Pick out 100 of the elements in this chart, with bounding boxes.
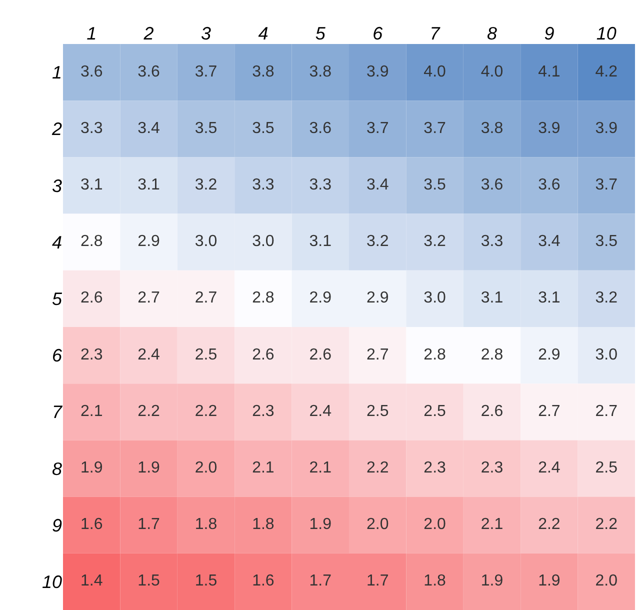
data-label: 2.0 (366, 516, 389, 534)
data-label: 2.3 (80, 346, 103, 364)
data-label: 3.7 (424, 120, 446, 137)
data-label: 2.4 (538, 460, 560, 476)
x-tick-label: 6 (372, 23, 384, 44)
data-label: 2.7 (366, 346, 389, 364)
data-label: 4.1 (538, 63, 560, 80)
data-label: 2.5 (366, 402, 389, 420)
data-label: 3.2 (595, 290, 618, 307)
data-label: 2.5 (194, 346, 218, 364)
x-tick-label: 4 (258, 23, 268, 44)
data-label: 3.7 (366, 120, 389, 137)
data-label: 3.2 (424, 233, 446, 250)
data-label: 3.6 (309, 120, 332, 137)
x-tick-label: 10 (596, 23, 616, 44)
data-label: 1.7 (138, 516, 160, 534)
data-label: 2.2 (595, 516, 618, 534)
data-label: 2.6 (480, 402, 504, 420)
data-label: 3.6 (80, 63, 103, 80)
y-tick-label: 2 (50, 119, 62, 140)
data-label: 3.3 (80, 120, 103, 137)
data-label: 3.7 (194, 63, 218, 80)
data-label: 2.7 (538, 402, 560, 420)
data-label: 3.6 (480, 176, 504, 194)
data-label: 2.9 (309, 290, 332, 307)
data-label: 2.0 (194, 460, 218, 476)
data-label: 3.8 (252, 63, 274, 80)
x-tick-label: 5 (315, 23, 326, 44)
data-label: 2.1 (480, 516, 504, 534)
data-label: 3.1 (80, 176, 103, 194)
y-tick-label: 3 (52, 176, 62, 196)
data-label: 3.5 (595, 233, 618, 250)
data-label: 1.9 (80, 460, 103, 476)
data-label: 3.7 (595, 176, 618, 194)
data-label: 1.7 (309, 572, 332, 590)
data-label: 4.0 (424, 63, 446, 80)
data-label: 1.9 (138, 460, 160, 476)
data-label: 3.3 (309, 176, 332, 194)
data-label: 3.5 (194, 120, 218, 137)
data-label: 2.9 (366, 290, 389, 307)
y-tick-label: 9 (52, 515, 62, 536)
data-label: 3.1 (480, 290, 504, 307)
y-tick-label: 6 (52, 346, 63, 366)
data-label: 3.1 (138, 176, 160, 194)
data-label: 2.7 (138, 290, 160, 307)
data-label: 2.1 (80, 402, 103, 420)
data-label: 2.6 (252, 346, 274, 364)
data-label: 2.8 (480, 346, 504, 364)
data-label: 2.3 (252, 402, 274, 420)
data-label: 3.0 (252, 233, 274, 250)
data-label: 2.6 (309, 346, 332, 364)
y-tick-label: 8 (52, 458, 62, 479)
data-label: 3.2 (366, 233, 389, 250)
data-label: 3.2 (194, 176, 218, 194)
data-label: 2.9 (538, 346, 560, 364)
data-label: 2.8 (252, 290, 274, 307)
data-label: 3.0 (595, 346, 618, 364)
x-tick-label: 8 (486, 23, 498, 44)
data-label: 2.5 (595, 460, 618, 476)
data-label: 2.1 (252, 460, 274, 476)
data-label: 1.9 (538, 572, 560, 590)
data-label: 3.4 (138, 120, 160, 137)
x-tick-label: 3 (200, 23, 212, 44)
y-tick-label: 1 (52, 62, 62, 83)
data-label: 3.4 (366, 176, 389, 194)
data-label: 1.6 (80, 516, 103, 534)
data-label: 2.2 (138, 402, 160, 420)
data-label: 1.7 (366, 572, 389, 590)
data-label: 3.6 (538, 176, 560, 194)
data-label: 1.8 (424, 572, 446, 590)
data-label: 3.9 (595, 120, 618, 137)
data-label: 2.7 (194, 290, 218, 307)
data-label: 3.9 (366, 63, 389, 80)
data-label: 3.8 (309, 63, 332, 80)
data-label: 2.8 (80, 233, 103, 250)
x-tick-label: 7 (430, 23, 441, 44)
data-label: 2.9 (138, 233, 160, 250)
x-tick-label: 1 (86, 23, 97, 44)
data-label: 3.1 (538, 290, 560, 307)
data-label: 1.8 (194, 516, 218, 534)
data-label: 2.2 (538, 516, 560, 534)
y-tick-label: 5 (52, 289, 63, 309)
data-label: 2.8 (424, 346, 446, 364)
data-label: 2.0 (595, 572, 618, 590)
y-tick-label: 4 (52, 232, 62, 252)
y-tick-label: 10 (42, 572, 62, 592)
data-label: 1.9 (480, 572, 504, 590)
data-label: 2.1 (309, 460, 332, 476)
data-label: 3.4 (538, 233, 560, 250)
x-tick-label: 9 (544, 23, 554, 44)
data-label: 3.3 (480, 233, 504, 250)
data-label: 3.6 (138, 63, 160, 80)
data-label: 2.2 (366, 460, 389, 476)
data-label: 2.5 (424, 402, 446, 420)
data-label: 3.3 (252, 176, 274, 194)
data-label: 2.3 (480, 460, 504, 476)
data-label: 1.8 (252, 516, 274, 534)
data-label: 1.9 (309, 516, 332, 534)
data-label: 3.8 (480, 120, 504, 137)
data-label: 4.0 (480, 63, 504, 80)
